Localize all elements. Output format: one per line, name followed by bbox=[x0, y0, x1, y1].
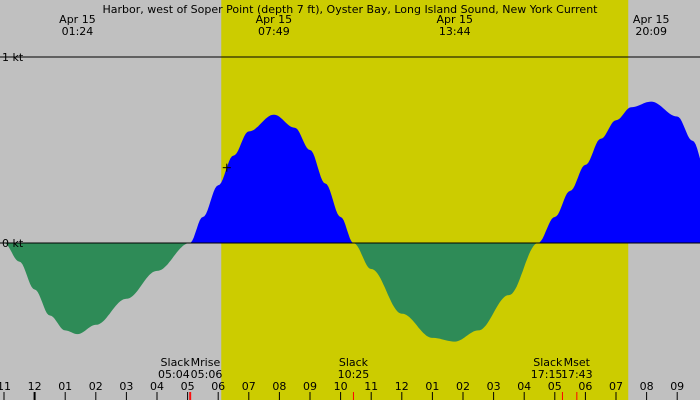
bottom-event-time-3: 17:15 bbox=[531, 368, 563, 381]
bottom-event-time-0: 05:04 bbox=[158, 368, 190, 381]
flood-area-2 bbox=[190, 114, 355, 243]
bottom-event-time-2: 10:25 bbox=[338, 368, 370, 381]
hour-tick-label-2: 01 bbox=[58, 380, 72, 393]
y-tick-label-0: 1 kt bbox=[2, 51, 24, 64]
bottom-event-label-3: Slack bbox=[533, 356, 563, 369]
y-axis-labels: 1 kt 0 kt bbox=[2, 51, 24, 250]
hour-tick-label-5: 04 bbox=[150, 380, 164, 393]
hour-tick-label-16: 03 bbox=[487, 380, 501, 393]
ebb-area-1 bbox=[5, 243, 191, 335]
bottom-event-label-2: Slack bbox=[339, 356, 369, 369]
top-event-date-1: Apr 15 bbox=[256, 13, 293, 26]
top-event-time-2: 13:44 bbox=[439, 25, 471, 38]
hour-tick-label-10: 09 bbox=[303, 380, 317, 393]
flood-area-4 bbox=[539, 101, 700, 243]
hour-tick-label-11: 10 bbox=[334, 380, 348, 393]
top-event-time-1: 07:49 bbox=[258, 25, 290, 38]
top-event-date-0: Apr 15 bbox=[59, 13, 96, 26]
hour-tick-label-21: 08 bbox=[640, 380, 654, 393]
top-event-date-3: Apr 15 bbox=[633, 13, 670, 26]
hour-tick-label-3: 02 bbox=[89, 380, 103, 393]
hour-tick-label-20: 07 bbox=[609, 380, 623, 393]
bottom-event-time-1: 05:06 bbox=[191, 368, 223, 381]
hour-tick-label-6: 05 bbox=[181, 380, 195, 393]
hour-tick-label-19: 06 bbox=[578, 380, 592, 393]
hour-tick-label-15: 02 bbox=[456, 380, 470, 393]
hour-tick-label-22: 09 bbox=[670, 380, 684, 393]
hour-tick-label-12: 11 bbox=[364, 380, 378, 393]
bottom-event-label-4: Mset bbox=[564, 356, 591, 369]
bottom-event-labels: Slack05:04Mrise05:06Slack10:25Slack17:15… bbox=[158, 356, 593, 381]
hour-tick-label-0: 11 bbox=[0, 380, 11, 393]
top-event-date-2: Apr 15 bbox=[436, 13, 473, 26]
current-time-marker bbox=[222, 163, 231, 172]
hour-tick-label-1: 12 bbox=[28, 380, 42, 393]
hour-tick-label-14: 01 bbox=[425, 380, 439, 393]
x-axis: 11 12 01 02 03 04 05 06 07 08 09 10 11 12 01 02 03 04 05 06… bbox=[0, 380, 684, 400]
top-event-time-0: 01:24 bbox=[62, 25, 94, 38]
hour-tick-label-8: 07 bbox=[242, 380, 256, 393]
bottom-event-time-4: 17:43 bbox=[561, 368, 593, 381]
ebb-area-3 bbox=[354, 243, 540, 342]
hour-tick-label-9: 08 bbox=[272, 380, 286, 393]
hour-tick-label-18: 05 bbox=[548, 380, 562, 393]
hour-tick-label-13: 12 bbox=[395, 380, 409, 393]
current-areas bbox=[5, 101, 700, 342]
chart-title: Harbor, west of Soper Point (depth 7 ft)… bbox=[103, 3, 599, 16]
bottom-event-label-0: Slack bbox=[161, 356, 191, 369]
bottom-event-label-1: Mrise bbox=[191, 356, 221, 369]
hour-tick-label-4: 03 bbox=[119, 380, 133, 393]
gridlines bbox=[0, 56, 700, 244]
top-event-time-3: 20:09 bbox=[635, 25, 667, 38]
hour-tick-label-7: 06 bbox=[211, 380, 225, 393]
y-tick-label-1: 0 kt bbox=[2, 237, 24, 250]
hour-tick-label-17: 04 bbox=[517, 380, 531, 393]
